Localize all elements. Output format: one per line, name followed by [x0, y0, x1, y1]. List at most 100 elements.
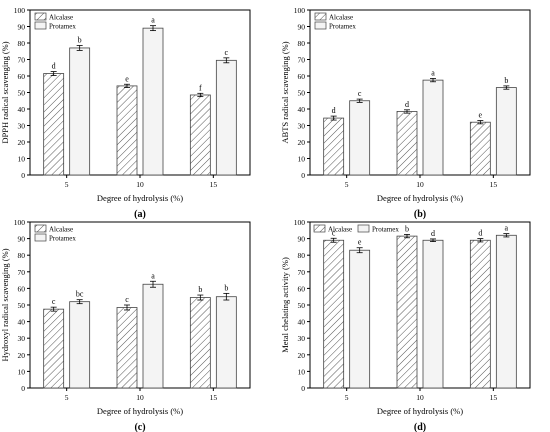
y-tick-label: 40	[298, 318, 306, 327]
bar-alcalase	[43, 73, 65, 176]
significance-letter: c	[52, 297, 56, 306]
bar-alcalase	[116, 307, 138, 389]
significance-letter: b	[78, 35, 82, 44]
bar-alcalase	[43, 308, 65, 389]
significance-letter: c	[332, 228, 336, 237]
legend-label: Alcalase	[49, 14, 73, 22]
y-tick-label: 80	[18, 251, 26, 260]
bar-protamex	[215, 296, 237, 389]
y-tick-label: 80	[18, 39, 26, 48]
x-tick-label: 10	[136, 393, 144, 402]
chart-panel: 0 10 20 30 40 50 60 70 80 90 100 5 d c 10 d a 15 e b Degree …	[280, 6, 531, 220]
x-tick-label: 5	[345, 180, 349, 189]
bar-alcalase	[469, 121, 491, 176]
legend-swatch	[357, 224, 370, 233]
significance-letter: e	[358, 238, 362, 247]
bar-alcalase	[189, 94, 211, 176]
significance-letter: a	[151, 271, 155, 280]
y-tick-label: 0	[21, 171, 25, 180]
bar-protamex	[142, 27, 164, 176]
y-tick-label: 40	[298, 105, 306, 114]
y-tick-label: 20	[18, 138, 26, 147]
significance-letter: b	[224, 283, 228, 292]
significance-letter: a	[431, 68, 435, 77]
legend-label: Protamex	[329, 23, 356, 31]
y-tick-label: 0	[301, 171, 305, 180]
significance-letter: a	[505, 224, 509, 233]
y-tick-label: 10	[298, 155, 306, 164]
y-tick-label: 70	[18, 268, 26, 277]
y-tick-label: 90	[18, 23, 26, 32]
legend-label: Alcalase	[329, 14, 353, 22]
y-tick-label: 60	[298, 284, 306, 293]
y-tick-label: 60	[18, 284, 26, 293]
significance-letter: f	[199, 83, 202, 92]
y-tick-label: 10	[18, 367, 26, 376]
bar-alcalase	[116, 85, 138, 176]
y-tick-label: 40	[18, 105, 26, 114]
y-tick-label: 60	[18, 72, 26, 81]
x-tick-label: 5	[345, 393, 349, 402]
y-tick-label: 30	[298, 122, 306, 131]
significance-letter: d	[52, 62, 56, 71]
x-tick-label: 15	[210, 180, 218, 189]
y-tick-label: 70	[298, 268, 306, 277]
bar-alcalase	[189, 297, 211, 389]
x-axis-label: Degree of hydrolysis (%)	[377, 406, 463, 416]
significance-letter: c	[125, 295, 129, 304]
y-axis-label: Metal chelating activity (%)	[280, 257, 290, 353]
bar-protamex	[495, 234, 517, 389]
bar-alcalase	[469, 239, 491, 389]
panel-label: (c)	[134, 422, 145, 432]
x-tick-label: 15	[210, 393, 218, 402]
y-tick-label: 100	[14, 6, 26, 15]
y-tick-label: 50	[298, 301, 306, 310]
y-axis-label: ABTS radical scavenging (%)	[280, 41, 290, 143]
significance-letter: bc	[76, 290, 84, 299]
y-tick-label: 50	[298, 89, 306, 98]
y-tick-label: 70	[298, 56, 306, 65]
y-tick-label: 90	[298, 235, 306, 244]
significance-letter: e	[479, 111, 483, 120]
significance-letter: b	[198, 285, 202, 294]
legend-label: Protamex	[49, 235, 76, 243]
y-tick-label: 20	[298, 138, 306, 147]
legend-swatch	[313, 224, 326, 233]
y-axis-label: DPPH radical scavenging (%)	[0, 41, 10, 143]
significance-letter: d	[478, 229, 482, 238]
y-tick-label: 50	[18, 89, 26, 98]
legend-swatch	[314, 12, 327, 21]
legend-swatch	[34, 12, 47, 21]
x-axis-label: Degree of hydrolysis (%)	[97, 406, 183, 416]
y-tick-label: 10	[298, 367, 306, 376]
x-tick-label: 15	[490, 393, 498, 402]
bar-alcalase	[323, 117, 345, 176]
y-tick-label: 100	[14, 218, 26, 227]
y-tick-label: 80	[298, 251, 306, 260]
panel-label: (b)	[414, 209, 426, 220]
x-axis-label: Degree of hydrolysis (%)	[377, 193, 463, 203]
y-tick-label: 80	[298, 39, 306, 48]
bar-alcalase	[396, 235, 418, 389]
significance-letter: c	[358, 89, 362, 98]
y-tick-label: 20	[18, 351, 26, 360]
significance-letter: c	[225, 48, 229, 57]
y-tick-label: 30	[18, 334, 26, 343]
significance-letter: b	[504, 76, 508, 85]
bar-protamex	[495, 87, 517, 176]
legend-label: Protamex	[372, 226, 399, 234]
significance-letter: d	[332, 106, 336, 115]
y-axis-label: Hydroxyl radical scavenging (%)	[0, 248, 10, 361]
x-tick-label: 15	[490, 180, 498, 189]
significance-letter: a	[151, 16, 155, 25]
significance-letter: d	[431, 229, 435, 238]
legend-swatch	[314, 21, 327, 30]
y-tick-label: 30	[298, 334, 306, 343]
x-tick-label: 10	[416, 393, 424, 402]
legend-label: Protamex	[49, 23, 76, 31]
chart-panel: 0 10 20 30 40 50 60 70 80 90 100 5 c e 10 b d 15 d a Degree …	[280, 218, 531, 432]
legend-label: Alcalase	[328, 226, 352, 234]
bar-alcalase	[396, 111, 418, 176]
y-tick-label: 0	[21, 384, 25, 393]
x-tick-label: 10	[136, 180, 144, 189]
